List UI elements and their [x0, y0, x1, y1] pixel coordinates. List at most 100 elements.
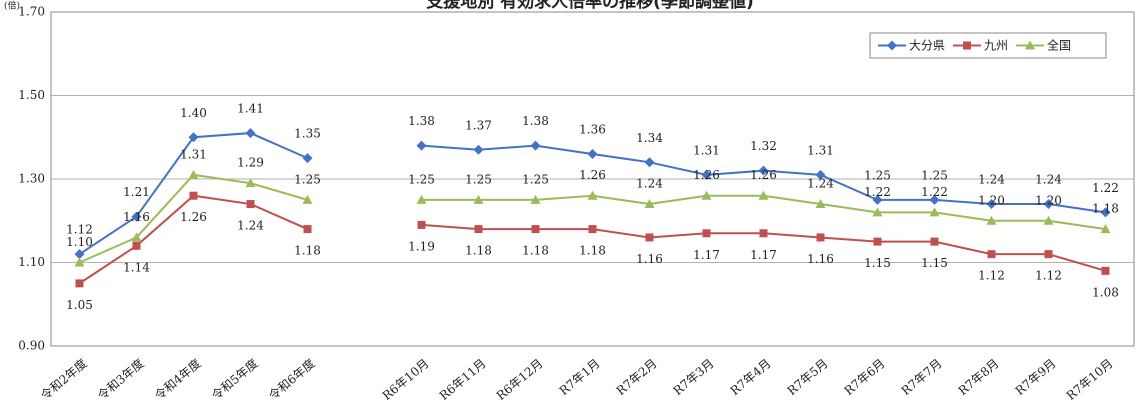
marker [645, 233, 654, 242]
x-tick-label: R6年11月 [437, 356, 489, 403]
legend-label: 九州 [984, 39, 1008, 53]
data-label: 1.26 [750, 168, 777, 182]
data-label: 1.10 [66, 235, 93, 249]
x-tick-label: R7年5月 [785, 356, 831, 398]
data-label: 1.22 [1092, 181, 1119, 195]
x-tick-label: R7年1月 [557, 356, 603, 398]
marker [587, 190, 598, 200]
data-label: 1.24 [636, 177, 663, 191]
data-label: 1.29 [237, 156, 264, 170]
marker [701, 169, 712, 180]
data-label: 1.08 [1092, 285, 1119, 299]
y-tick-label: 1.10 [18, 255, 45, 269]
x-tick-label: R7年10月 [1064, 356, 1116, 403]
marker [644, 157, 655, 168]
y-axis-label: (倍) [4, 0, 20, 12]
marker [1100, 224, 1111, 234]
data-label: 1.25 [465, 172, 492, 186]
y-tick-label: 0.90 [18, 339, 45, 353]
data-label: 1.41 [237, 102, 264, 116]
marker [1025, 40, 1036, 50]
data-label: 1.26 [180, 210, 207, 224]
marker [987, 250, 996, 259]
data-label: 1.36 [579, 122, 606, 136]
x-tick-label: 令和2年度 [37, 355, 89, 402]
data-label: 1.26 [579, 168, 606, 182]
x-tick-label: 令和5年度 [208, 355, 260, 402]
marker [887, 40, 897, 51]
data-label: 1.12 [978, 269, 1005, 283]
marker [530, 140, 541, 151]
marker [1044, 250, 1053, 259]
marker [531, 225, 540, 234]
data-label: 1.34 [636, 131, 663, 145]
marker [302, 153, 313, 164]
marker [702, 229, 711, 238]
data-label: 1.14 [123, 260, 150, 274]
marker [189, 191, 198, 200]
marker [75, 279, 84, 288]
data-label: 1.40 [180, 106, 207, 120]
marker [245, 178, 256, 188]
data-label: 1.18 [465, 244, 492, 258]
marker [474, 225, 483, 234]
marker [132, 241, 141, 250]
data-label: 1.25 [864, 168, 891, 182]
data-label: 1.24 [807, 177, 834, 191]
data-label: 1.19 [408, 239, 435, 253]
marker [188, 132, 199, 143]
marker [1043, 215, 1054, 225]
data-label: 1.26 [693, 168, 720, 182]
series-line [78, 194, 1106, 285]
data-label: 1.24 [237, 219, 264, 233]
data-label: 1.15 [921, 256, 948, 270]
marker [758, 190, 769, 200]
x-tick-label: R7年9月 [1013, 356, 1059, 398]
marker [1100, 207, 1111, 218]
marker [303, 225, 312, 234]
x-tick-label: R7年2月 [614, 356, 660, 398]
data-label: 1.31 [693, 143, 720, 157]
data-label: 1.38 [408, 114, 435, 128]
data-label: 1.25 [522, 172, 549, 186]
x-tick-label: R7年7月 [899, 356, 945, 398]
x-tick-label: R7年6月 [842, 356, 888, 398]
marker [417, 220, 426, 229]
marker [74, 249, 85, 260]
data-label: 1.38 [522, 114, 549, 128]
data-label: 1.24 [1035, 173, 1062, 187]
x-tick-label: 令和4年度 [151, 355, 203, 402]
data-label: 1.35 [294, 127, 321, 141]
legend-box [869, 32, 1107, 59]
data-label: 1.25 [294, 172, 321, 186]
data-label: 1.18 [1092, 202, 1119, 216]
data-label: 1.12 [1035, 269, 1062, 283]
data-label: 1.17 [693, 248, 720, 262]
marker [759, 229, 768, 238]
marker [1043, 199, 1054, 210]
marker [131, 211, 142, 222]
data-label: 1.21 [123, 185, 150, 199]
marker [587, 148, 598, 159]
data-label: 1.20 [1035, 193, 1062, 207]
marker [701, 190, 712, 200]
marker [302, 194, 313, 204]
marker [416, 194, 427, 204]
data-label: 1.25 [408, 172, 435, 186]
marker [473, 144, 484, 155]
x-tick-label: R7年8月 [956, 356, 1002, 398]
marker [930, 237, 939, 246]
plot-border [50, 11, 1135, 347]
marker [815, 199, 826, 209]
marker [929, 194, 940, 205]
data-label: 1.31 [180, 147, 207, 161]
legend-label: 大分県 [909, 39, 945, 53]
data-label: 1.16 [807, 252, 834, 266]
data-label: 1.18 [294, 244, 321, 258]
y-tick-label: 1.70 [18, 5, 45, 19]
data-label: 1.37 [465, 118, 492, 132]
data-label: 1.32 [750, 139, 777, 153]
data-label: 1.31 [807, 143, 834, 157]
marker [473, 194, 484, 204]
marker [872, 194, 883, 205]
